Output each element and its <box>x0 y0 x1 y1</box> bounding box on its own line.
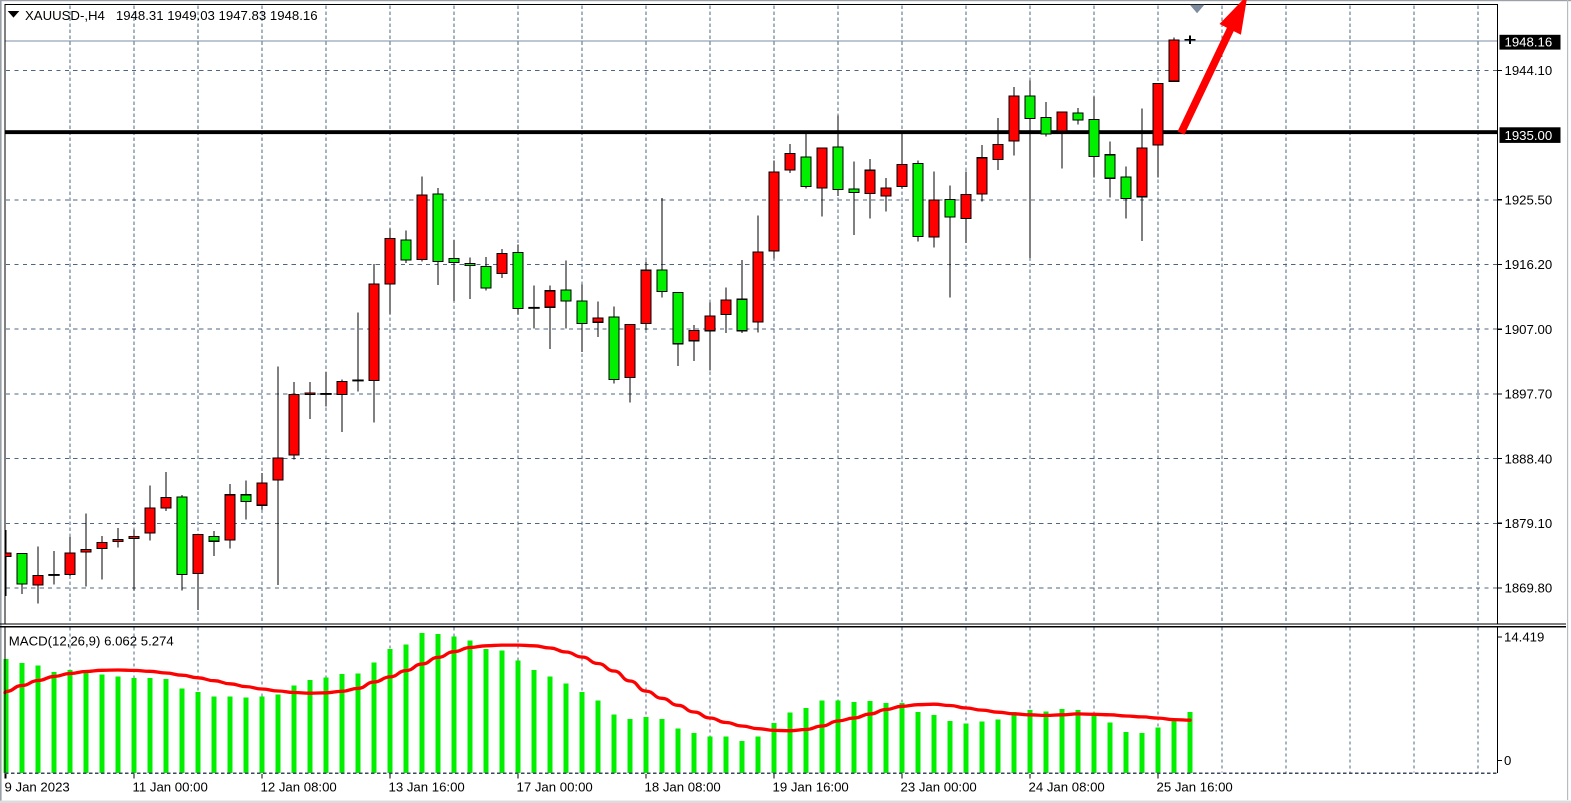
svg-text:14.419: 14.419 <box>1504 630 1544 645</box>
svg-text:1879.10: 1879.10 <box>1505 516 1553 531</box>
svg-text:1888.40: 1888.40 <box>1505 451 1553 466</box>
svg-text:9 Jan 2023: 9 Jan 2023 <box>5 779 70 794</box>
svg-text:12 Jan 08:00: 12 Jan 08:00 <box>261 779 337 794</box>
svg-text:0: 0 <box>1504 753 1511 768</box>
svg-text:XAUUSD-,H4 1948.31 1949.03 1: XAUUSD-,H4 1948.31 1949.03 1947.83 1948.… <box>25 8 318 23</box>
svg-text:1925.50: 1925.50 <box>1505 193 1553 208</box>
svg-text:1897.70: 1897.70 <box>1505 387 1553 402</box>
svg-text:1948.16: 1948.16 <box>1505 35 1553 50</box>
svg-text:18 Jan 08:00: 18 Jan 08:00 <box>645 779 721 794</box>
svg-text:11 Jan 00:00: 11 Jan 00:00 <box>133 779 208 794</box>
svg-text:13 Jan 16:00: 13 Jan 16:00 <box>389 779 465 794</box>
svg-text:1907.00: 1907.00 <box>1505 322 1553 337</box>
svg-text:1935.00: 1935.00 <box>1505 128 1553 143</box>
svg-text:1916.20: 1916.20 <box>1505 257 1553 272</box>
svg-text:25 Jan 16:00: 25 Jan 16:00 <box>1157 779 1233 794</box>
svg-text:23 Jan 00:00: 23 Jan 00:00 <box>901 779 977 794</box>
svg-text:MACD(12,26,9) 6.062 5.274: MACD(12,26,9) 6.062 5.274 <box>9 633 174 648</box>
svg-text:1869.80: 1869.80 <box>1505 581 1553 596</box>
svg-text:17 Jan 00:00: 17 Jan 00:00 <box>517 779 593 794</box>
svg-text:19 Jan 16:00: 19 Jan 16:00 <box>773 779 849 794</box>
svg-text:1944.10: 1944.10 <box>1505 63 1553 78</box>
svg-text:24 Jan 08:00: 24 Jan 08:00 <box>1029 779 1105 794</box>
